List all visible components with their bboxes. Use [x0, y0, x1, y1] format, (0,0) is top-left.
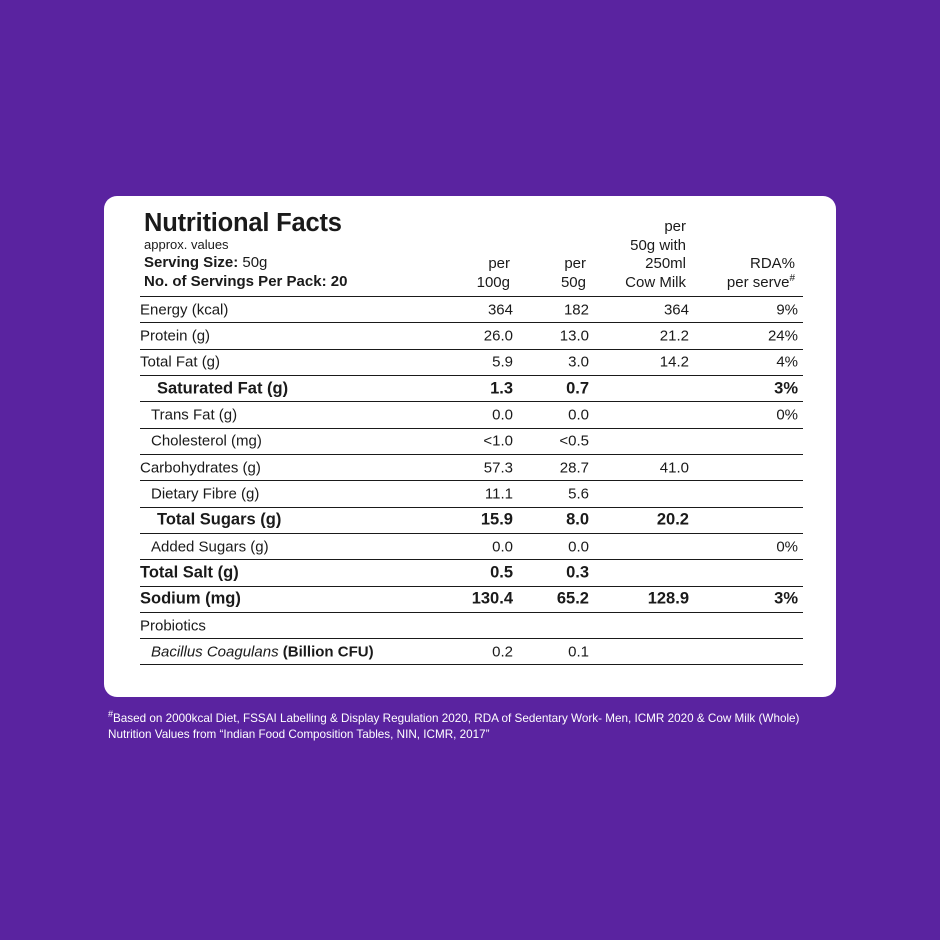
- row-value: 11.1: [484, 485, 513, 503]
- row-label: Carbohydrates (g): [140, 459, 261, 477]
- row-label: Sodium (mg): [140, 589, 241, 608]
- row-value: 364: [487, 301, 513, 319]
- row-value: 0.0: [492, 406, 513, 424]
- row-label: Protein (g): [140, 327, 211, 345]
- table-row: Dietary Fibre (g) 11.1 5.6: [140, 480, 803, 506]
- column-header-per-50g-with-milk: per 50g with 250ml Cow Milk: [625, 218, 686, 291]
- nutrition-facts-card: Nutritional Facts approx. values Serving…: [104, 196, 836, 697]
- row-value: 28.7: [559, 459, 589, 477]
- row-value: 3%: [774, 379, 798, 398]
- row-value: 14.2: [659, 353, 689, 371]
- row-label: Total Sugars (g): [157, 510, 282, 529]
- page-title: Nutritional Facts: [144, 209, 342, 237]
- row-value: 3.0: [568, 353, 589, 371]
- row-value: 128.9: [647, 589, 689, 608]
- row-value: 0.0: [568, 538, 589, 556]
- row-value: 0.5: [490, 563, 513, 582]
- row-label: Dietary Fibre (g): [151, 485, 260, 503]
- column-header-per-50g: per 50g: [560, 255, 586, 291]
- row-value: 0.2: [492, 643, 513, 661]
- row-value: 182: [563, 301, 589, 319]
- table-row: Trans Fat (g) 0.0 0.0 0%: [140, 401, 803, 427]
- serving-size-line: Serving Size: 50g: [144, 253, 564, 272]
- row-value: <1.0: [483, 432, 513, 450]
- row-value: 130.4: [471, 589, 513, 608]
- row-value: 5.6: [568, 485, 589, 503]
- table-row: Bacillus Coagulans (Billion CFU) 0.2 0.1: [140, 638, 803, 665]
- approx-values-note: approx. values: [144, 237, 229, 252]
- serving-size-value: 50g: [242, 254, 268, 271]
- table-row: Added Sugars (g) 0.0 0.0 0%: [140, 533, 803, 559]
- table-row: Total Sugars (g) 15.9 8.0 20.2: [140, 506, 803, 533]
- row-value: 0.7: [566, 379, 589, 398]
- row-label: Probiotics: [140, 617, 206, 635]
- row-label: Saturated Fat (g): [157, 379, 289, 398]
- row-value: 9%: [776, 301, 798, 319]
- row-value: 364: [663, 301, 689, 319]
- row-value: 1.3: [490, 379, 513, 398]
- row-value: 65.2: [556, 589, 589, 608]
- column-headers: per 100g per 50g per 50g with 250ml Cow Milk …: [104, 196, 836, 292]
- row-value: 3%: [774, 589, 798, 608]
- row-value: 21.2: [659, 327, 689, 345]
- row-value: 0%: [776, 538, 798, 556]
- row-value: 13.0: [559, 327, 589, 345]
- row-label: Energy (kcal): [140, 301, 229, 319]
- row-value: 20.2: [656, 510, 689, 529]
- row-value: 41.0: [659, 459, 689, 477]
- servings-per-pack-label: No. of Servings Per Pack: 20: [144, 273, 348, 290]
- row-value: 4%: [776, 353, 798, 371]
- row-label: Added Sugars (g): [151, 538, 269, 556]
- table-row: Cholesterol (mg) <1.0 <0.5: [140, 427, 803, 454]
- table-row: Carbohydrates (g) 57.3 28.7 41.0: [140, 454, 803, 480]
- row-label: Total Fat (g): [140, 353, 221, 371]
- row-value: 0.0: [568, 406, 589, 424]
- row-value: 24%: [767, 327, 798, 345]
- table-row: Total Salt (g) 0.5 0.3: [140, 559, 803, 585]
- table-row: Sodium (mg) 130.4 65.2 128.9 3%: [140, 585, 803, 612]
- row-label: Trans Fat (g): [151, 406, 238, 424]
- label-header: Nutritional Facts approx. values Serving…: [144, 208, 564, 291]
- table-row: Total Fat (g) 5.9 3.0 14.2 4%: [140, 348, 803, 375]
- table-row: Saturated Fat (g) 1.3 0.7 3%: [140, 375, 803, 401]
- row-value: 0.1: [568, 643, 589, 661]
- table-row: Protein (g) 26.0 13.0 21.2 24%: [140, 322, 803, 348]
- row-value: 8.0: [566, 510, 589, 529]
- footnote: #Based on 2000kcal Diet, FSSAI Labelling…: [108, 709, 800, 742]
- row-value: 15.9: [480, 510, 513, 529]
- row-label: Bacillus Coagulans (Billion CFU): [151, 643, 374, 661]
- row-value: 0.0: [492, 538, 513, 556]
- row-value: 5.9: [492, 353, 513, 371]
- table-row: Probiotics: [140, 612, 803, 638]
- serving-size-label: Serving Size:: [144, 254, 239, 271]
- nutrition-table: Energy (kcal) 364 182 364 9% Protein (g) 26.0 1…: [140, 296, 803, 665]
- row-value: 0%: [776, 406, 798, 424]
- row-value: <0.5: [559, 432, 589, 450]
- column-header-rda-per-serve: RDA% per serve#: [726, 255, 795, 291]
- column-header-per-100g: per 100g: [476, 255, 510, 291]
- row-label: Cholesterol (mg): [151, 432, 262, 450]
- row-value: 26.0: [483, 327, 513, 345]
- table-row: Energy (kcal) 364 182 364 9%: [140, 296, 803, 322]
- row-label: Total Salt (g): [140, 563, 239, 582]
- row-value: 0.3: [566, 563, 589, 582]
- row-value: 57.3: [483, 459, 513, 477]
- servings-per-pack-line: No. of Servings Per Pack: 20: [144, 272, 564, 291]
